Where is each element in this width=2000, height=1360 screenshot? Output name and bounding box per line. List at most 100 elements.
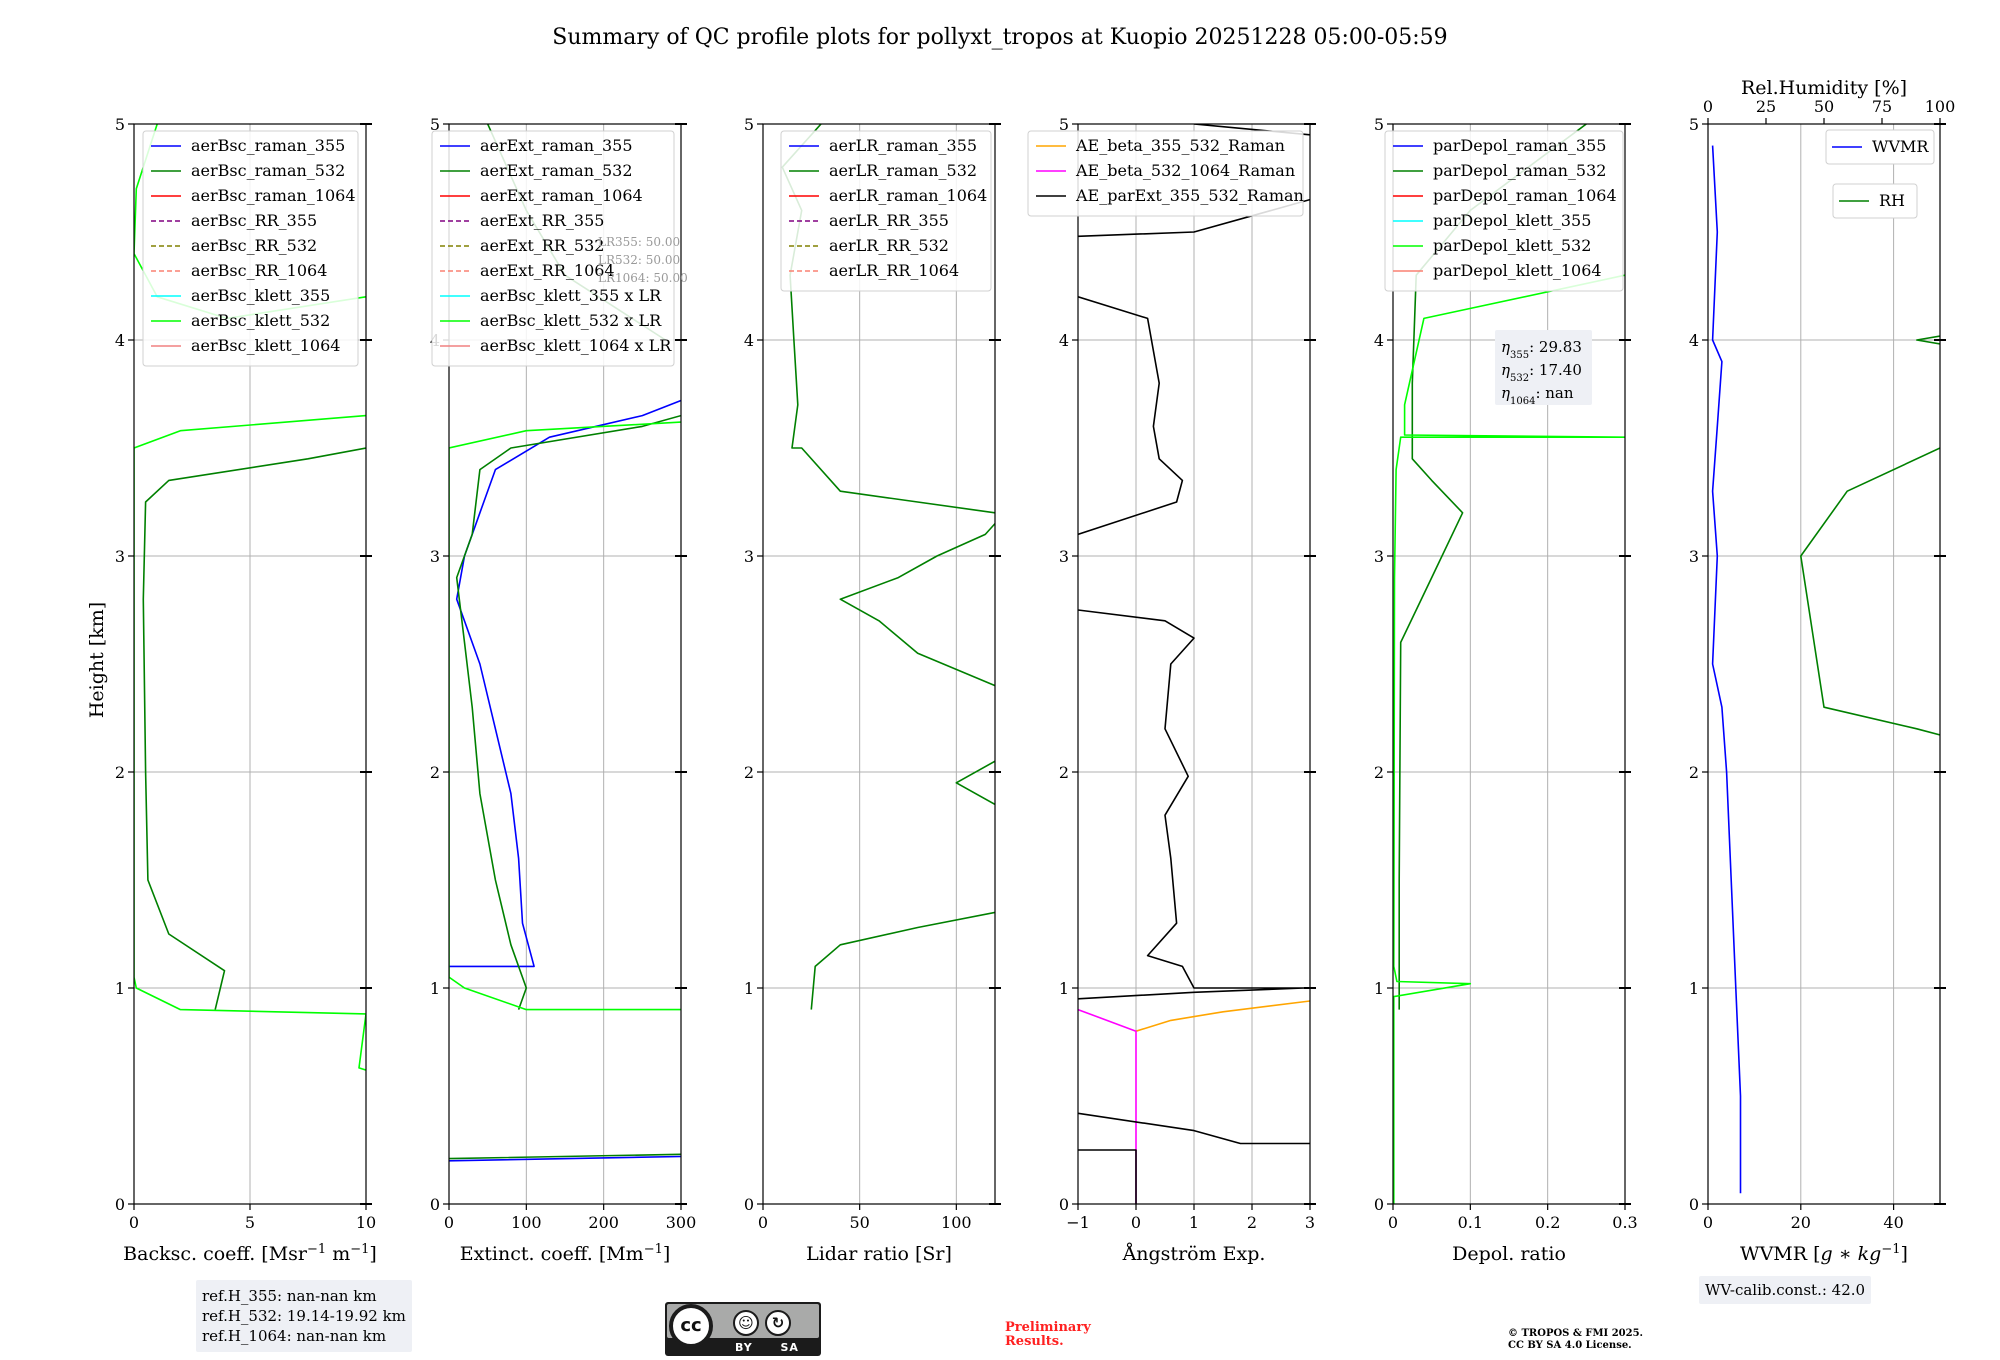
legend-label: aerBsc_klett_355 x LR (480, 286, 662, 305)
series-line-RH (1800, 335, 1940, 736)
legend-box (142, 130, 359, 367)
y-tick-label: 2 (115, 763, 125, 782)
series-group (1078, 124, 1310, 1204)
x-axis-label-superscript: −1 (644, 1242, 663, 1257)
y-tick-label: 1 (430, 979, 440, 998)
x-tick-label: 0.2 (1535, 1213, 1560, 1232)
x-axis-label-superscript: −1 (307, 1242, 326, 1257)
x-tick-label: 0.1 (1458, 1213, 1483, 1232)
eta-value: : nan (1535, 384, 1573, 402)
top-tick-label: 100 (1925, 97, 1956, 116)
x-axis-label: Backsc. coeff. [Msr−1 m−1] (123, 1242, 377, 1266)
y-tick-label: 5 (115, 115, 125, 134)
x-axis-label-part: ] (1901, 1243, 1908, 1265)
eta-label: η1064: nan (1501, 384, 1574, 407)
legend-label: aerBsc_RR_532 (191, 236, 317, 255)
x-tick-label: 0 (1703, 1213, 1713, 1232)
legend-label: RH (1879, 191, 1905, 210)
axes-frame (1707, 123, 1941, 1205)
legend-label: aerLR_RR_532 (829, 236, 949, 255)
x-axis-label-part: Lidar ratio [Sr] (806, 1243, 952, 1265)
legend-label: aerBsc_klett_1064 x LR (480, 336, 672, 355)
x-tick-label: 5 (245, 1213, 255, 1232)
legend-label: parDepol_raman_1064 (1433, 186, 1617, 205)
preliminary-line-2: Results. (1005, 1334, 1064, 1349)
legend-box (780, 130, 992, 292)
legend: RH (1832, 183, 1918, 219)
panel-5: 0 0.1 0.2 0.3 0 1 2 3 4 5 Depol. ratio parDepol_ram… (1374, 115, 1638, 1265)
x-tick-label: −1 (1066, 1213, 1090, 1232)
legend-label: aerBsc_raman_1064 (191, 186, 356, 205)
x-axis-label-part: ] (369, 1243, 376, 1265)
legend-label: aerExt_RR_532 (480, 236, 604, 255)
eta-subscript: 532 (1510, 373, 1529, 384)
x-tick-label: 100 (941, 1213, 972, 1232)
x-axis-label: Lidar ratio [Sr] (806, 1243, 952, 1265)
top-tick-label: 50 (1814, 97, 1834, 116)
x-tick-label: 40 (1883, 1213, 1903, 1232)
cc-license-badge: cc ☺ ↻ BY SA (665, 1302, 821, 1356)
y-tick-label: 5 (1059, 115, 1069, 134)
y-tick-label: 4 (1689, 331, 1699, 350)
y-tick-label: 2 (1059, 763, 1069, 782)
y-tick-label: 1 (744, 979, 754, 998)
eta-value: : 17.40 (1529, 361, 1582, 379)
x-axis-label: Extinct. coeff. [Mm−1] (460, 1242, 671, 1266)
legend-box (431, 130, 675, 367)
y-tick-label: 4 (1374, 331, 1384, 350)
legend: AE_beta_355_532_Raman AE_beta_532_1064_Ra… (1027, 130, 1304, 217)
legend: parDepol_raman_355 parDepol_raman_532 parD… (1384, 130, 1624, 292)
x-axis-label-superscript: −1 (1881, 1242, 1900, 1257)
y-tick-label: 0 (744, 1195, 754, 1214)
x-tick-label: 0 (1388, 1213, 1398, 1232)
legend-label: parDepol_raman_355 (1433, 136, 1606, 155)
x-tick-label: 0 (444, 1213, 454, 1232)
series-line-aerExt_raman_355 (449, 399, 681, 1162)
top-tick-label: 25 (1756, 97, 1776, 116)
eta-symbol: η (1501, 361, 1510, 379)
legend-label: aerExt_raman_532 (480, 161, 633, 180)
panel-3: 0 50 100 0 1 2 3 4 5 Lidar ratio [Sr] aerLR_raman_… (744, 115, 1001, 1265)
legend-label: AE_beta_355_532_Raman (1075, 136, 1285, 155)
axes-frame (448, 123, 682, 1205)
x-axis-label: Depol. ratio (1452, 1243, 1566, 1265)
x-tick-label: 3 (1305, 1213, 1315, 1232)
x-tick-label: 300 (666, 1213, 697, 1232)
legend-label: aerBsc_raman_355 (191, 136, 345, 155)
refh-532: ref.H_532: 19.14-19.92 km (202, 1307, 406, 1325)
y-tick-label: 1 (1059, 979, 1069, 998)
copyright-line-2: CC BY SA 4.0 License. (1508, 1340, 1632, 1351)
copyright-line-1: © TROPOS & FMI 2025. (1508, 1328, 1644, 1339)
legend-label: WVMR (1872, 137, 1929, 156)
reference-height-box: ref.H_355: nan-nan km ref.H_532: 19.14-1… (196, 1280, 412, 1352)
y-tick-label: 0 (1374, 1195, 1384, 1214)
y-tick-label: 1 (115, 979, 125, 998)
y-tick-label: 1 (1374, 979, 1384, 998)
y-tick-label: 2 (744, 763, 754, 782)
legend-label: parDepol_raman_532 (1433, 161, 1606, 180)
wv-calib-box: WV-calib.const.: 42.0 (1699, 1276, 1872, 1304)
refh-355: ref.H_355: nan-nan km (202, 1287, 377, 1305)
y-tick-label: 1 (1689, 979, 1699, 998)
x-axis-label: Ångström Exp. (1122, 1243, 1266, 1265)
legend-label: aerBsc_klett_355 (191, 286, 330, 305)
series-line-parDepol_klett_532 (1393, 274, 1625, 1204)
x-tick-label: 1 (1189, 1213, 1199, 1232)
legend-label: aerBsc_raman_532 (191, 161, 345, 180)
series-line-aerLR_raman_532 (781, 124, 995, 1010)
panel-6: 0 20 40 0 1 2 3 4 5 WVMR [g ∗ kg−1] 0 25 50 75 100 Rel.… (1689, 77, 1956, 1265)
x-axis-label-part: WVMR [ (1740, 1243, 1820, 1265)
legend-box (1825, 129, 1935, 165)
y-tick-label: 0 (430, 1195, 440, 1214)
x-axis-label-part: Backsc. coeff. [Msr (123, 1243, 308, 1265)
x-axis-label-superscript: −1 (350, 1242, 369, 1257)
top-tick-label: 75 (1872, 97, 1892, 116)
x-tick-label: 10 (356, 1213, 376, 1232)
x-tick-label: 20 (1791, 1213, 1811, 1232)
legend-label: aerBsc_klett_532 (191, 311, 330, 330)
legend-label: aerBsc_klett_1064 (191, 336, 340, 355)
y-tick-label: 0 (115, 1195, 125, 1214)
legend-label: aerBsc_RR_355 (191, 211, 317, 230)
